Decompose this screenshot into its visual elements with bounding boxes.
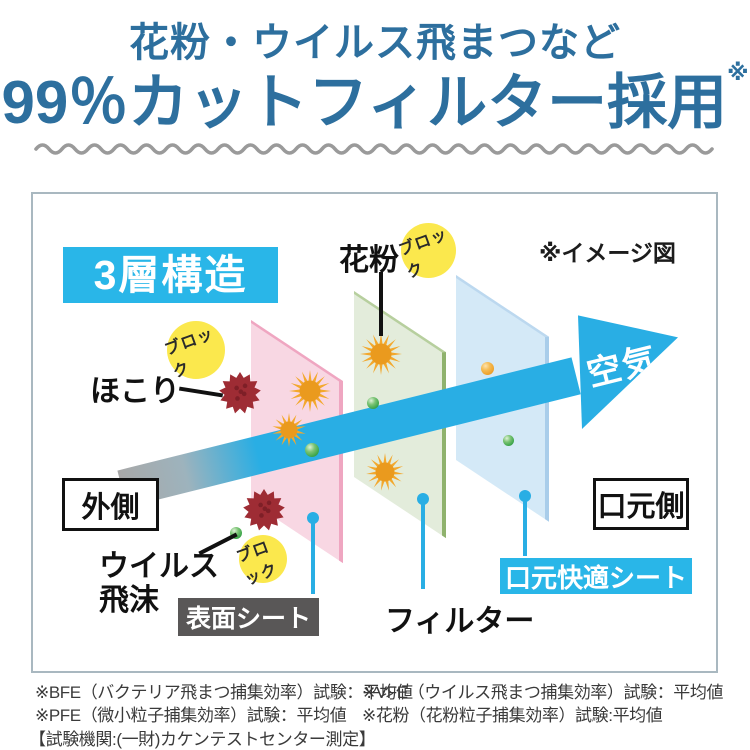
surface-connector-dot bbox=[307, 512, 319, 524]
structure-badge: 3層構造 bbox=[63, 247, 278, 303]
virus-particle bbox=[243, 489, 285, 531]
dust-particle bbox=[219, 372, 261, 414]
block-badge: ブロック bbox=[234, 535, 287, 589]
footnote-pfe: ※PFE（微小粒子捕集効率）試験：平均値 bbox=[35, 706, 347, 725]
footnote-pollen: ※花粉（花粉粒子捕集効率）試験:平均値 bbox=[362, 706, 663, 725]
block-badge: ブロック bbox=[397, 223, 456, 282]
comfort-sheet-tag: 口元快適シート bbox=[500, 558, 692, 594]
surface-connector-line bbox=[311, 522, 315, 594]
pollen-label: 花粉 bbox=[339, 244, 399, 277]
air-label: 空気 bbox=[583, 339, 663, 395]
pollen-particle bbox=[366, 453, 404, 491]
droplet-particle bbox=[367, 397, 379, 409]
page-title-line1: 花粉・ウイルス飛まつなど bbox=[129, 21, 621, 65]
wave-path bbox=[34, 143, 714, 155]
dust-label: ほこり bbox=[90, 375, 180, 408]
filter-label: フィルター bbox=[385, 605, 535, 638]
image-note: ※イメージ図 bbox=[539, 240, 676, 266]
pollen-particle bbox=[289, 370, 331, 412]
pollen-particle bbox=[272, 413, 306, 447]
block-badge: ブロック bbox=[163, 321, 225, 382]
mouth-side-box: 口元側 bbox=[593, 478, 689, 530]
pollen-particle bbox=[360, 333, 402, 375]
comfort-connector-line bbox=[523, 500, 527, 556]
footnote-agency: 【試験機関:(一財)カケンテストセンター測定】 bbox=[29, 730, 376, 749]
droplet-particle bbox=[305, 443, 319, 457]
surface-sheet-tag: 表面シート bbox=[178, 598, 319, 636]
wave-divider bbox=[34, 143, 714, 155]
dust-pointer-line bbox=[178, 386, 224, 398]
droplet-particle bbox=[503, 435, 514, 446]
pollen-dot-particle bbox=[481, 362, 494, 375]
title-note-mark: ※ bbox=[727, 60, 749, 85]
comfort-connector-dot bbox=[519, 490, 531, 502]
diagram-frame: 空気 3層構造 ※イメージ図 ブロック ブロック ブロック ほこり 花 bbox=[31, 192, 718, 673]
air-arrowhead: 空気 bbox=[578, 315, 678, 429]
outer-side-box: 外側 bbox=[62, 478, 159, 531]
virus-label: ウイルス 飛沫 bbox=[99, 550, 219, 617]
filter-connector-dot bbox=[417, 493, 429, 505]
footnote-vfe: ※VFE（ウイルス飛まつ捕集効率）試験：平均値 bbox=[362, 683, 724, 702]
pollen-pointer-line bbox=[379, 272, 383, 336]
page-title-line2: 99％カットフィルター採用※ bbox=[0, 54, 750, 141]
page-title-line2-text: 99％カットフィルター採用 bbox=[1, 69, 728, 136]
filter-connector-line bbox=[421, 503, 425, 589]
footnote-bfe: ※BFE（バクテリア飛まつ捕集効率）試験：平均値 bbox=[35, 683, 413, 702]
